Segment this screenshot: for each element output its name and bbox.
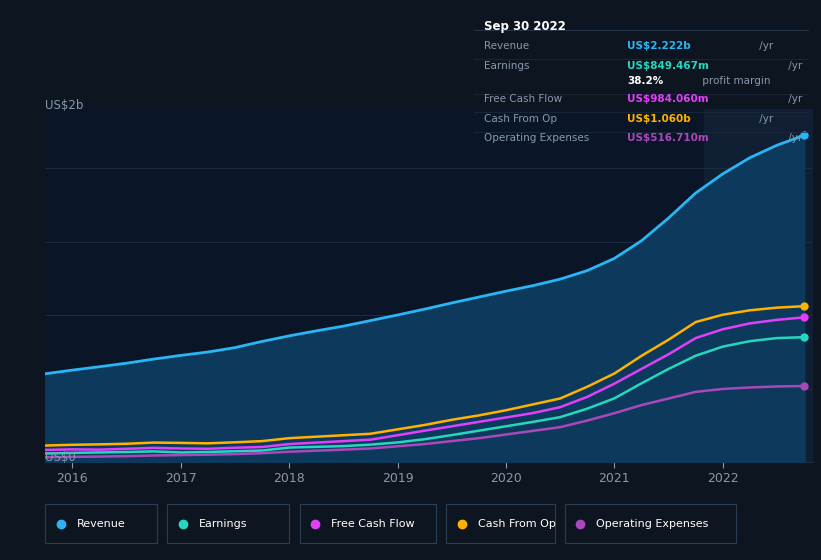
Text: Free Cash Flow: Free Cash Flow — [332, 519, 415, 529]
Text: /yr: /yr — [785, 95, 802, 104]
Text: /yr: /yr — [785, 133, 802, 143]
Text: /yr: /yr — [756, 41, 773, 50]
Text: Cash From Op: Cash From Op — [484, 114, 557, 124]
Text: US$1.060b: US$1.060b — [627, 114, 691, 124]
Text: US$2b: US$2b — [45, 99, 84, 112]
Text: Free Cash Flow: Free Cash Flow — [484, 95, 562, 104]
Text: Revenue: Revenue — [76, 519, 126, 529]
Text: US$0: US$0 — [45, 451, 76, 464]
Text: /yr: /yr — [785, 61, 802, 71]
Text: Earnings: Earnings — [484, 61, 530, 71]
Text: US$849.467m: US$849.467m — [627, 61, 709, 71]
Text: 38.2%: 38.2% — [627, 76, 663, 86]
Text: Cash From Op: Cash From Op — [478, 519, 556, 529]
Text: Revenue: Revenue — [484, 41, 530, 50]
Bar — [704, 109, 813, 462]
Text: US$984.060m: US$984.060m — [627, 95, 709, 104]
Text: US$2.222b: US$2.222b — [627, 41, 691, 50]
Text: profit margin: profit margin — [699, 76, 770, 86]
Text: Operating Expenses: Operating Expenses — [597, 519, 709, 529]
Text: /yr: /yr — [756, 114, 773, 124]
Text: Operating Expenses: Operating Expenses — [484, 133, 589, 143]
Text: Earnings: Earnings — [199, 519, 247, 529]
Text: Sep 30 2022: Sep 30 2022 — [484, 20, 566, 34]
Text: US$516.710m: US$516.710m — [627, 133, 709, 143]
